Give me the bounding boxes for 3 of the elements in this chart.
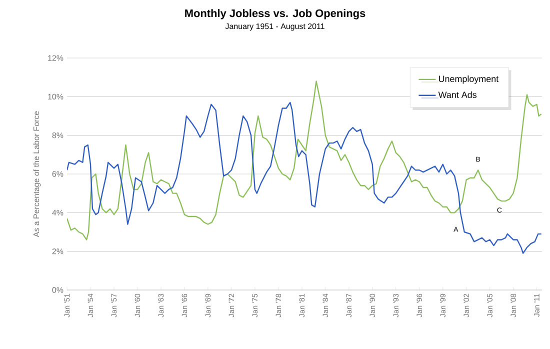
legend-label: Unemployment [438, 75, 499, 84]
chart-title: Monthly Jobless vs. Job Openings [185, 9, 366, 20]
legend-label: Want Ads [438, 91, 476, 98]
